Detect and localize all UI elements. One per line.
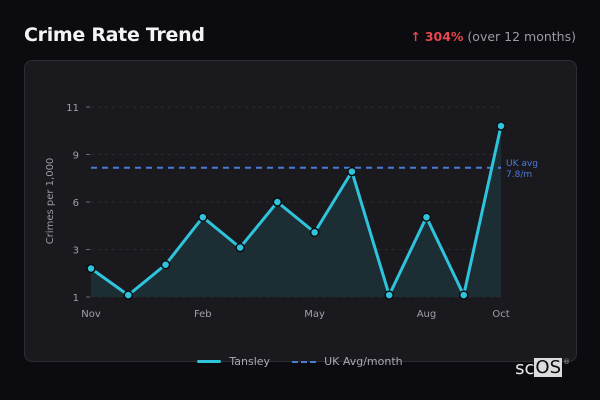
legend-label-uk-avg: UK Avg/month: [324, 355, 403, 368]
legend-label-tansley: Tansley: [229, 355, 271, 368]
y-axis-label: Crimes per 1,000: [45, 158, 56, 245]
change-summary: ↑ 304% (over 12 months): [410, 29, 576, 44]
x-tick-label: Feb: [194, 309, 212, 320]
x-tick-label: Aug: [417, 309, 437, 320]
legend-item-tansley[interactable]: Tansley: [197, 355, 270, 368]
x-tick-label: Nov: [81, 309, 101, 320]
logo-prefix: sc: [515, 358, 535, 379]
data-point[interactable]: [198, 212, 208, 222]
change-note: (over 12 months): [467, 29, 576, 44]
change-value: 304%: [424, 29, 464, 44]
data-point[interactable]: [235, 242, 245, 253]
data-point[interactable]: [384, 290, 394, 300]
y-tick-label: 1: [73, 293, 79, 304]
data-point[interactable]: [496, 121, 506, 131]
solid-line-swatch-icon: [197, 360, 222, 363]
series-line: [90, 125, 503, 297]
data-point[interactable]: [309, 227, 320, 238]
registered-mark-icon: ®: [563, 358, 570, 366]
y-tick-label: 11: [66, 103, 79, 114]
x-tick-label: Oct: [492, 309, 509, 320]
logo-boxed: OS: [534, 357, 562, 378]
y-tick-label: 6: [73, 198, 79, 209]
chart-title: Crime Rate Trend: [24, 24, 205, 46]
x-tick-label: May: [304, 309, 325, 320]
avg-annotation-line1: UK avg: [506, 159, 538, 169]
chart-legend: Tansley UK Avg/month: [0, 355, 600, 368]
data-point[interactable]: [421, 212, 432, 222]
avg-annotation-line2: 7.8/m: [506, 170, 532, 180]
arrow-up-icon: ↑: [410, 29, 421, 44]
data-point[interactable]: [160, 259, 171, 270]
data-point[interactable]: [272, 197, 283, 207]
scos-logo: sc OS ®: [515, 358, 570, 379]
data-point[interactable]: [123, 290, 134, 300]
data-point[interactable]: [86, 263, 96, 274]
y-tick-label: 3: [73, 246, 79, 257]
dashed-line-swatch-icon: [292, 360, 317, 363]
data-point[interactable]: [458, 290, 469, 300]
y-tick-label: 9: [73, 151, 79, 162]
series-area: [91, 126, 501, 297]
data-point[interactable]: [347, 166, 357, 177]
legend-item-uk-avg[interactable]: UK Avg/month: [292, 355, 403, 368]
